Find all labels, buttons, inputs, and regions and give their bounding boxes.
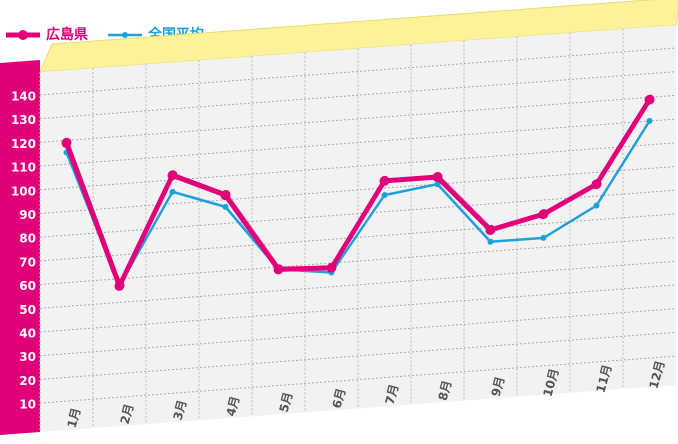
data-point <box>644 94 655 105</box>
y-tick-label: 50 <box>19 303 36 317</box>
data-point <box>61 137 72 148</box>
series-line <box>65 120 651 288</box>
left-face <box>0 60 40 435</box>
x-tick-label: 9月 <box>489 375 508 398</box>
data-point <box>434 181 441 188</box>
data-point <box>222 203 229 210</box>
x-tick-label: 3月 <box>171 398 190 421</box>
y-tick-label: 40 <box>19 327 36 341</box>
y-tick-label: 20 <box>19 374 36 388</box>
x-tick-label: 1月 <box>65 406 84 429</box>
data-point <box>432 171 443 183</box>
data-point <box>646 118 653 125</box>
legend-marker <box>122 32 128 38</box>
data-point <box>540 234 547 241</box>
data-point <box>591 179 602 190</box>
data-point <box>538 209 549 220</box>
data-point <box>381 192 388 199</box>
y-tick-label: 60 <box>19 279 36 293</box>
y-tick-label: 30 <box>19 350 36 364</box>
data-point <box>114 280 125 291</box>
x-tick-label: 6月 <box>330 387 349 410</box>
data-point <box>220 190 231 201</box>
x-tick-label: 4月 <box>224 394 243 417</box>
y-tick-label: 110 <box>11 161 36 175</box>
legend-label: 広島県 <box>46 26 88 43</box>
y-tick-label: 80 <box>19 232 36 246</box>
plot-area <box>0 0 678 435</box>
y-tick-label: 130 <box>11 113 36 127</box>
legend-marker <box>18 30 28 40</box>
y-tick-label: 90 <box>19 208 36 222</box>
y-tick-label: 100 <box>11 184 36 198</box>
data-point <box>167 170 178 181</box>
data-point <box>485 224 496 235</box>
data-point <box>326 262 337 273</box>
data-point <box>487 238 494 245</box>
y-tick-label: 120 <box>11 137 36 151</box>
x-tick-label: 8月 <box>436 379 455 402</box>
data-point <box>379 175 390 186</box>
y-tick-label: 70 <box>19 255 36 269</box>
data-point <box>169 188 176 195</box>
x-tick-label: 2月 <box>118 402 137 425</box>
x-tick-label: 5月 <box>277 391 296 414</box>
data-point <box>273 264 284 275</box>
data-point <box>593 202 600 209</box>
series-line <box>64 98 652 289</box>
x-tick-label: 7月 <box>383 383 402 406</box>
y-tick-label: 140 <box>11 90 36 104</box>
y-tick-label: 10 <box>19 398 36 412</box>
